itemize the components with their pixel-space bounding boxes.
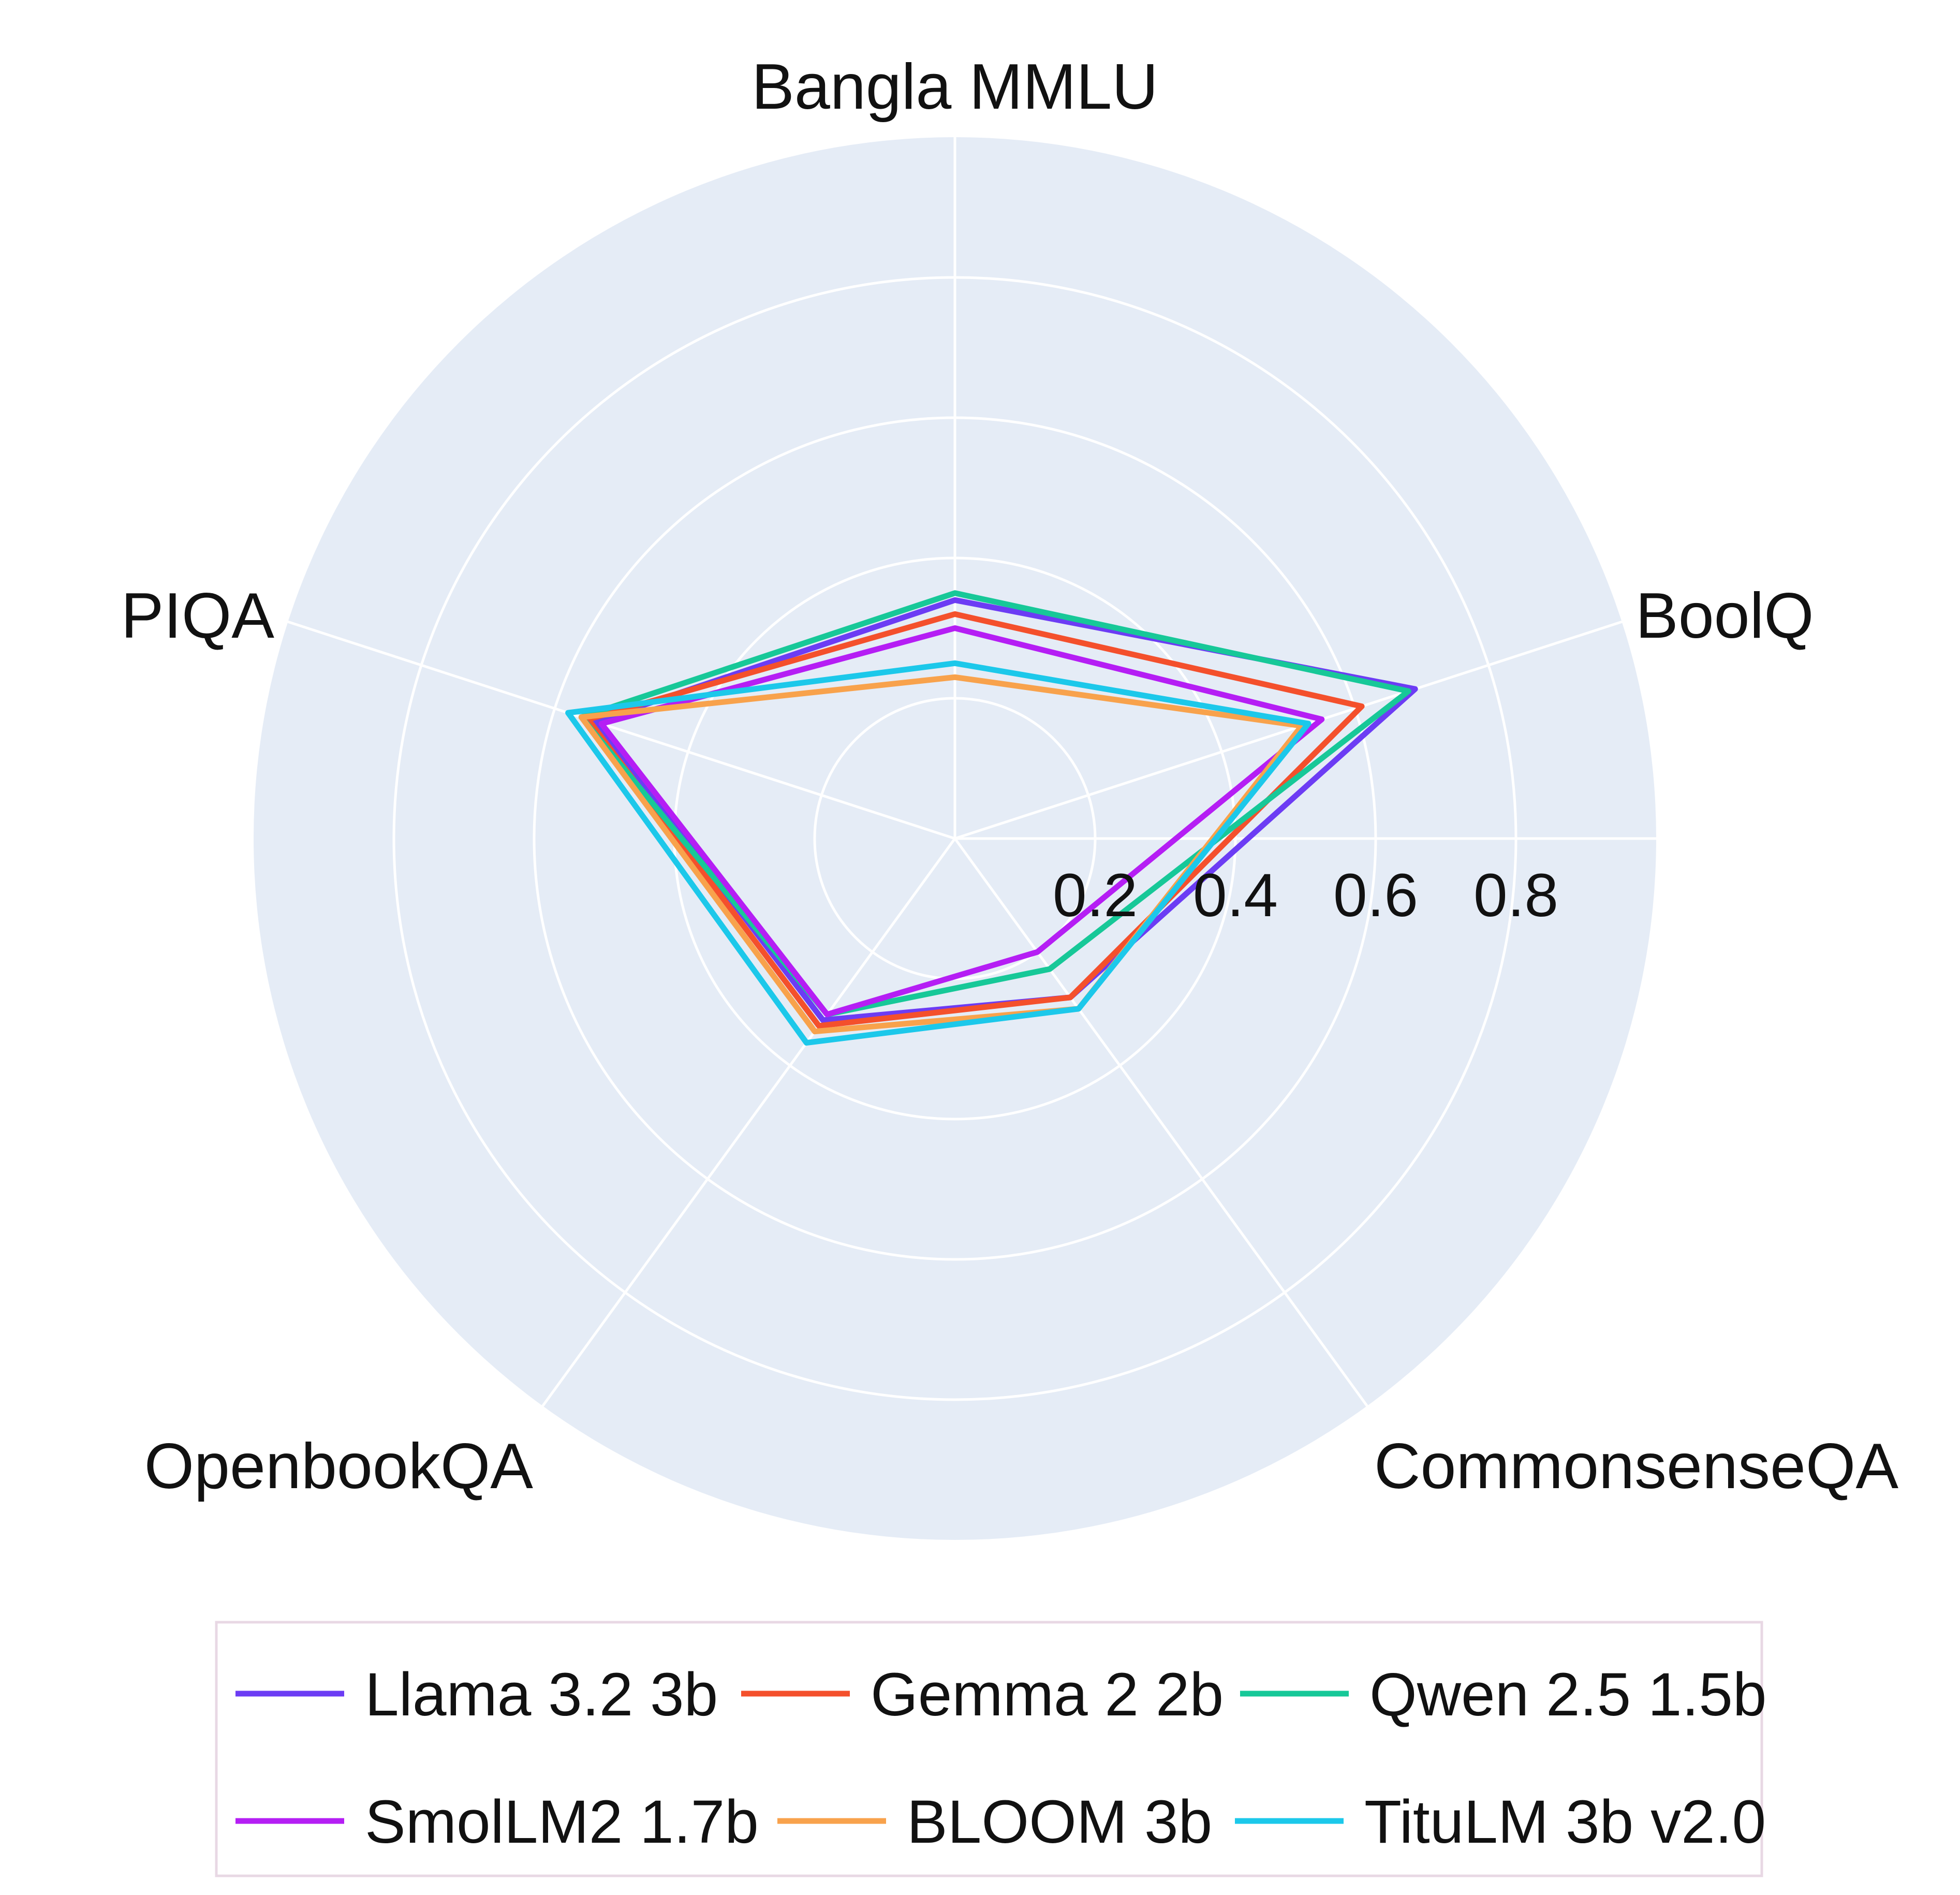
- series-line-5: [565, 660, 1311, 1046]
- legend-label-3: SmolLM2 1.7b: [365, 1788, 759, 1856]
- legend-label-1: Gemma 2 2b: [871, 1661, 1224, 1729]
- spoke-2: [953, 838, 1368, 1407]
- series-line-2: [578, 590, 1411, 1018]
- axis-label-3: OpenbookQA: [144, 1431, 534, 1502]
- series-lines: [565, 590, 1418, 1046]
- legend-label-0: Llama 3.2 3b: [365, 1661, 718, 1729]
- radial-tick-labels: 0.2 0.4 0.6 0.8: [1053, 861, 1558, 930]
- series-line-4: [578, 674, 1305, 1035]
- spoke-1: [954, 620, 1623, 840]
- legend: Llama 3.2 3b Gemma 2 2b Qwen 2.5 1.5b SmolL…: [215, 1621, 1767, 1877]
- legend-label-5: TituLM 3b v2.0: [1364, 1788, 1766, 1856]
- radial-tick-label-0: 0.2: [1053, 861, 1138, 930]
- legend-label-4: BLOOM 3b: [907, 1788, 1212, 1856]
- spoke-4: [287, 620, 955, 840]
- spoke-3: [541, 838, 956, 1407]
- radial-tick-label-1: 0.4: [1193, 861, 1278, 930]
- angular-gridlines: [287, 137, 1656, 1407]
- radial-tick-label-2: 0.6: [1333, 861, 1418, 930]
- radial-tick-label-3: 0.8: [1473, 861, 1558, 930]
- legend-label-2: Qwen 2.5 1.5b: [1369, 1661, 1767, 1729]
- axis-labels: Bangla MMLU BoolQ CommonsenseQA OpenbookQA P…: [121, 51, 1899, 1502]
- axis-label-0: Bangla MMLU: [751, 51, 1158, 123]
- axis-label-1: BoolQ: [1635, 580, 1814, 652]
- axis-label-2: CommonsenseQA: [1374, 1431, 1898, 1502]
- axis-label-4: PIQA: [121, 580, 275, 652]
- legend-box: [215, 1621, 1763, 1877]
